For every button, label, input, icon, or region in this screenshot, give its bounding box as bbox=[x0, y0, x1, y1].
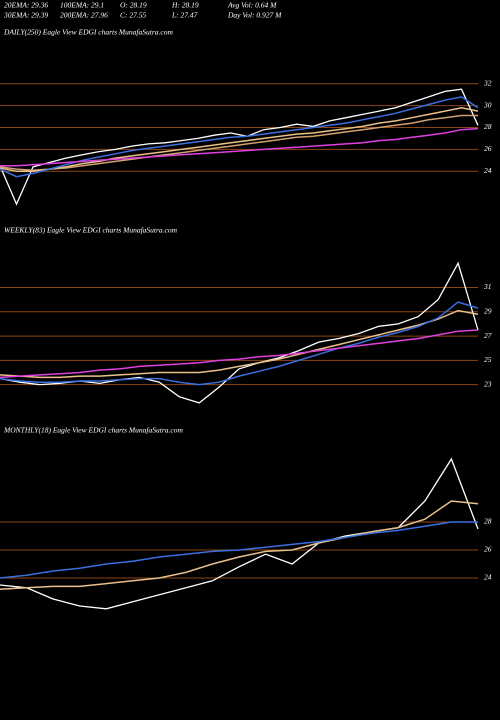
header-stat: O: 28.19 bbox=[120, 1, 147, 10]
y-tick-label: 26 bbox=[484, 144, 492, 153]
price-line bbox=[0, 127, 479, 167]
y-tick-label: 29 bbox=[484, 307, 492, 316]
header-stat: 30EMA: 29.39 bbox=[3, 11, 48, 20]
header-stat: H: 28.19 bbox=[171, 1, 199, 10]
header-stat: Day Vol: 0.927 M bbox=[227, 11, 282, 20]
header-stat: 200EMA: 27.96 bbox=[60, 11, 108, 20]
y-tick-label: 24 bbox=[484, 166, 492, 175]
y-tick-label: 24 bbox=[484, 573, 492, 582]
header-stat: Avg Vol: 0.64 M bbox=[227, 1, 277, 10]
y-tick-label: 23 bbox=[484, 379, 492, 388]
price-line bbox=[0, 114, 478, 171]
y-tick-label: 30 bbox=[483, 100, 492, 109]
price-line bbox=[0, 309, 479, 379]
panel-title: MONTHLY(18) Eagle View EDGI charts Munaf… bbox=[3, 426, 183, 435]
price-line bbox=[0, 107, 479, 173]
price-line bbox=[0, 88, 479, 206]
panel-title: WEEKLY(83) Eagle View EDGI charts Munafa… bbox=[4, 226, 178, 235]
header-stat: L: 27.47 bbox=[171, 11, 198, 20]
price-line bbox=[0, 329, 479, 379]
panel-title: DAILY(250) Eagle View EDGI charts Munafa… bbox=[3, 28, 173, 37]
y-tick-label: 25 bbox=[484, 355, 492, 364]
y-tick-label: 28 bbox=[484, 517, 492, 526]
price-line bbox=[0, 500, 479, 590]
y-tick-label: 27 bbox=[484, 331, 492, 340]
y-tick-label: 32 bbox=[483, 78, 492, 87]
header-stat: 100EMA: 29.1 bbox=[60, 1, 104, 10]
y-tick-label: 31 bbox=[483, 282, 492, 291]
y-tick-label: 26 bbox=[484, 545, 492, 554]
header-stat: 20EMA: 29.36 bbox=[4, 1, 48, 10]
price-line bbox=[0, 521, 478, 579]
y-tick-label: 28 bbox=[484, 122, 492, 131]
price-line bbox=[0, 301, 479, 386]
price-line bbox=[0, 96, 479, 178]
header-stat: C: 27.55 bbox=[120, 11, 147, 20]
